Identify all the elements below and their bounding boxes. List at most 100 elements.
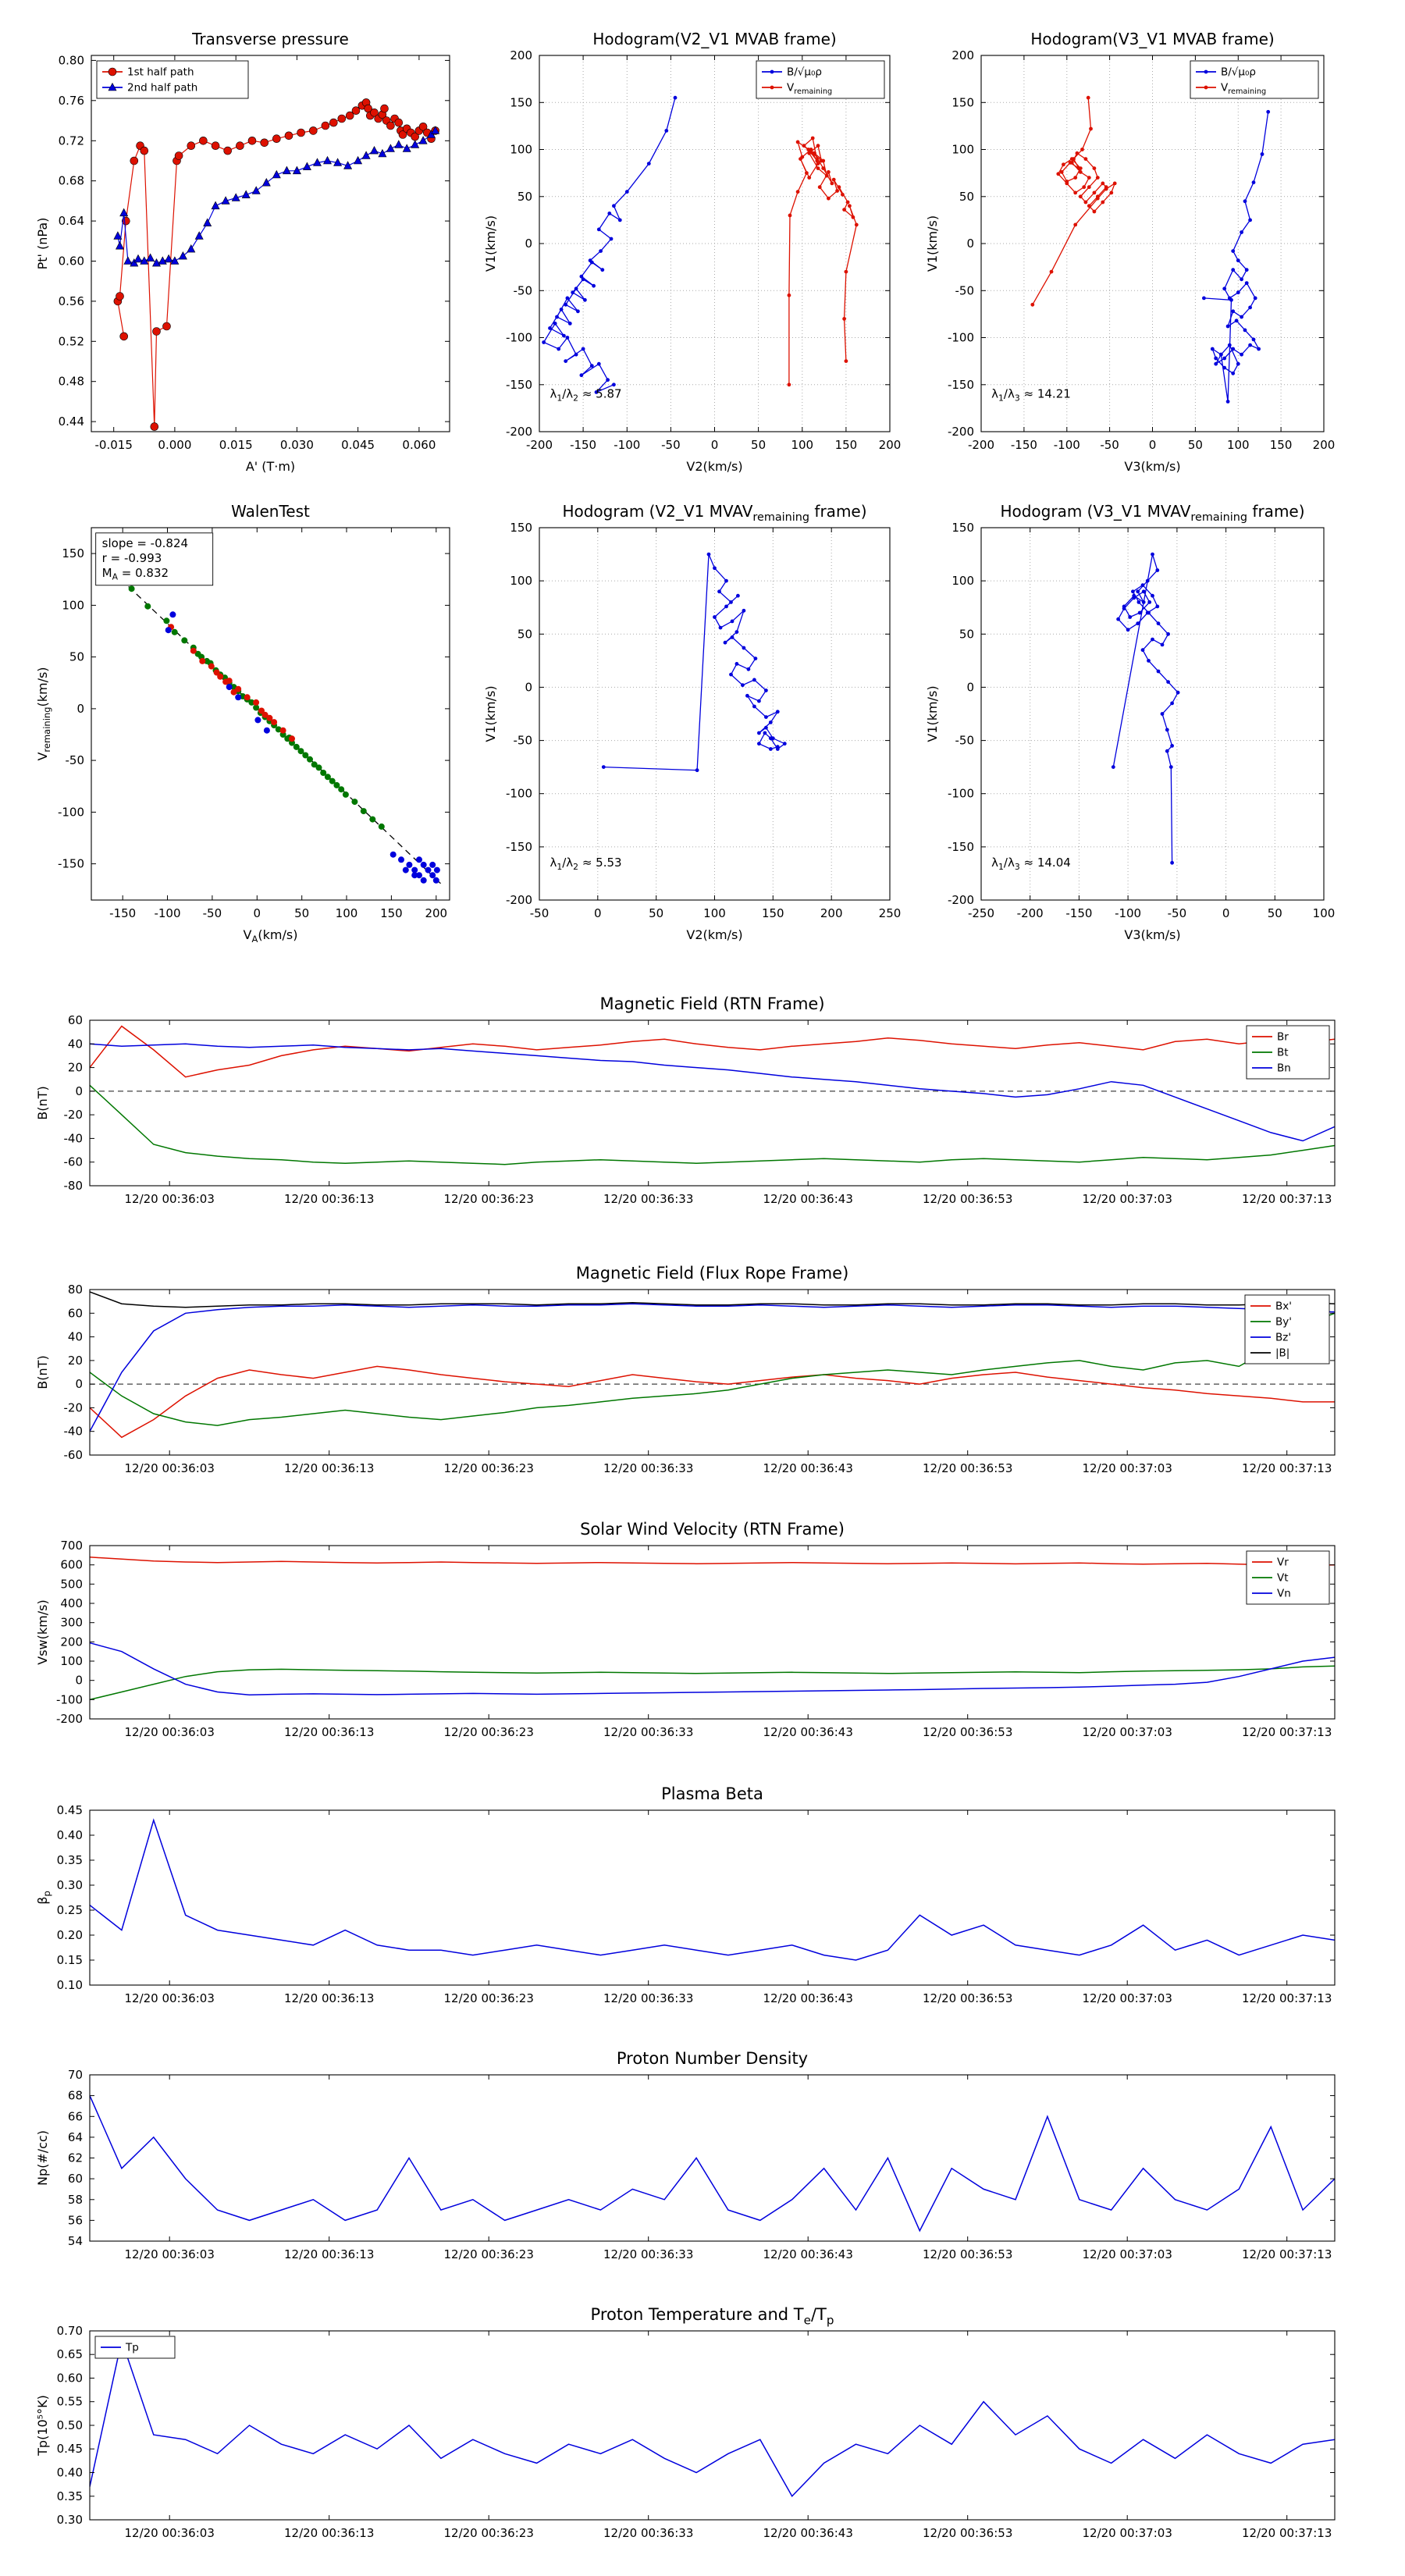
svg-text:-200: -200 [526,438,553,452]
svg-text:500: 500 [60,1577,83,1591]
svg-text:12/20 00:36:13: 12/20 00:36:13 [284,2526,374,2540]
svg-text:100: 100 [791,438,813,452]
svg-text:By': By' [1275,1316,1292,1329]
svg-text:200: 200 [951,48,974,62]
svg-text:40: 40 [68,1037,83,1051]
hodogram-v3v1-mvab-chart: -200 -150 -100 -50 0 50 100 150 200 -200 -150 -100 -… [921,20,1335,480]
svg-text:Proton Number Density: Proton Number Density [617,2049,808,2068]
svg-text:0: 0 [254,906,261,920]
svg-text:-200: -200 [506,893,532,907]
svg-text:12/20 00:36:13: 12/20 00:36:13 [284,1725,374,1739]
svg-text:-150: -150 [948,840,974,854]
svg-text:-20: -20 [64,1400,84,1414]
svg-text:12/20 00:36:13: 12/20 00:36:13 [284,1192,374,1206]
svg-text:0.20: 0.20 [57,1928,83,1942]
svg-text:50: 50 [751,438,766,452]
svg-text:12/20 00:36:33: 12/20 00:36:33 [603,1461,693,1475]
svg-text:Vt: Vt [1277,1572,1289,1585]
svg-text:0: 0 [75,1084,83,1098]
svg-text:700: 700 [60,1539,83,1553]
chart-svg: -200 -150 -100 -50 0 50 100 150 200 -200 -150 -100 -… [479,20,901,480]
svg-text:V1(km/s): V1(km/s) [483,685,498,742]
svg-text:0.56: 0.56 [59,294,84,308]
svg-text:50: 50 [69,650,84,664]
svg-text:60: 60 [68,2172,83,2186]
svg-text:66: 66 [68,2109,83,2123]
svg-text:Magnetic Field (Flux Rope Fram: Magnetic Field (Flux Rope Frame) [576,1264,849,1283]
svg-text:0: 0 [525,237,532,251]
svg-text:-50: -50 [203,906,222,920]
svg-text:-60: -60 [64,1448,84,1462]
svg-text:0.030: 0.030 [280,438,314,452]
svg-text:200: 200 [879,438,901,452]
svg-text:Tp: Tp [125,2342,139,2354]
svg-text:Tp(10⁵°K): Tp(10⁵°K) [35,2395,50,2457]
chart-svg: -150 -100 -50 0 50 100 150 200 -150 -100 -50 0 50 100… [31,492,461,948]
svg-text:200: 200 [510,48,532,62]
proton-temperature-panel: 12/20 00:36:03 12/20 00:36:13 12/20 00:36:… [31,2298,1343,2556]
svg-text:0.50: 0.50 [57,2418,83,2432]
svg-text:68: 68 [68,2089,83,2103]
svg-text:0.72: 0.72 [59,133,84,148]
svg-text:150: 150 [762,906,784,920]
svg-text:Vr: Vr [1277,1557,1289,1569]
svg-text:-100: -100 [614,438,640,452]
svg-text:150: 150 [510,95,532,109]
proton-density-panel: 12/20 00:36:03 12/20 00:36:13 12/20 00:36:… [31,2042,1343,2277]
solar-wind-velocity-panel: 12/20 00:36:03 12/20 00:36:13 12/20 00:36:… [31,1513,1343,1755]
svg-text:0.60: 0.60 [59,254,84,269]
svg-text:-250: -250 [968,906,994,920]
svg-text:Bn: Bn [1277,1062,1291,1075]
svg-text:0.55: 0.55 [57,2395,83,2409]
chart-svg: 12/20 00:36:03 12/20 00:36:13 12/20 00:36:… [31,1257,1343,1491]
svg-text:100: 100 [951,574,974,588]
svg-text:0: 0 [966,680,974,694]
svg-text:-100: -100 [506,787,532,801]
svg-text:-200: -200 [968,438,994,452]
svg-text:50: 50 [959,190,974,204]
svg-text:-0.015: -0.015 [95,438,133,452]
svg-text:12/20 00:36:33: 12/20 00:36:33 [603,1991,693,2005]
svg-text:0.45: 0.45 [57,1803,83,1817]
svg-text:150: 150 [510,521,532,535]
svg-text:12/20 00:36:23: 12/20 00:36:23 [444,1192,534,1206]
svg-text:Magnetic Field (RTN Frame): Magnetic Field (RTN Frame) [599,994,824,1013]
svg-text:200: 200 [60,1635,83,1649]
svg-text:Bt: Bt [1277,1047,1289,1059]
svg-text:Hodogram(V2_V1 MVAB frame): Hodogram(V2_V1 MVAB frame) [592,30,836,48]
walen-test-chart: -150 -100 -50 0 50 100 150 200 -150 -100 -50 0 50 100… [31,492,461,948]
svg-text:12/20 00:36:23: 12/20 00:36:23 [444,2247,534,2261]
svg-text:-40: -40 [64,1131,84,1145]
svg-text:150: 150 [951,521,974,535]
svg-text:12/20 00:36:23: 12/20 00:36:23 [444,1991,534,2005]
svg-text:62: 62 [68,2151,83,2165]
svg-text:12/20 00:36:13: 12/20 00:36:13 [284,2247,374,2261]
svg-text:12/20 00:36:43: 12/20 00:36:43 [763,2247,853,2261]
svg-text:12/20 00:36:03: 12/20 00:36:03 [125,1461,215,1475]
svg-text:12/20 00:37:03: 12/20 00:37:03 [1083,2526,1172,2540]
svg-text:-100: -100 [58,805,84,819]
svg-text:12/20 00:36:43: 12/20 00:36:43 [763,1461,853,1475]
svg-text:|B|: |B| [1275,1347,1289,1360]
svg-text:0.10: 0.10 [57,1978,83,1992]
svg-text:r = -0.993: r = -0.993 [102,551,162,565]
svg-text:100: 100 [1227,438,1250,452]
svg-text:12/20 00:37:13: 12/20 00:37:13 [1242,1192,1332,1206]
svg-text:Pt' (nPa): Pt' (nPa) [35,218,50,270]
svg-text:12/20 00:36:23: 12/20 00:36:23 [444,1461,534,1475]
chart-svg: -200 -150 -100 -50 0 50 100 150 200 -200 -150 -100 -… [921,20,1335,480]
svg-text:58: 58 [68,2193,83,2207]
svg-text:-80: -80 [64,1179,84,1193]
svg-text:λ1​/λ3​ ≈ 14.21: λ1​/λ3​ ≈ 14.21 [991,387,1071,404]
chart-svg: 12/20 00:36:03 12/20 00:36:13 12/20 00:36:… [31,1777,1343,2021]
svg-text:0.48: 0.48 [59,375,84,389]
svg-text:0: 0 [1222,906,1230,920]
svg-text:-200: -200 [56,1712,83,1726]
svg-text:-60: -60 [64,1155,84,1169]
svg-text:0: 0 [75,1377,83,1391]
svg-text:12/20 00:37:03: 12/20 00:37:03 [1083,1725,1172,1739]
svg-text:λ1​/λ2​ ≈ 5.87: λ1​/λ2​ ≈ 5.87 [550,387,621,404]
svg-text:-150: -150 [506,840,532,854]
svg-text:0: 0 [966,237,974,251]
svg-text:slope = -0.824: slope = -0.824 [102,536,188,550]
